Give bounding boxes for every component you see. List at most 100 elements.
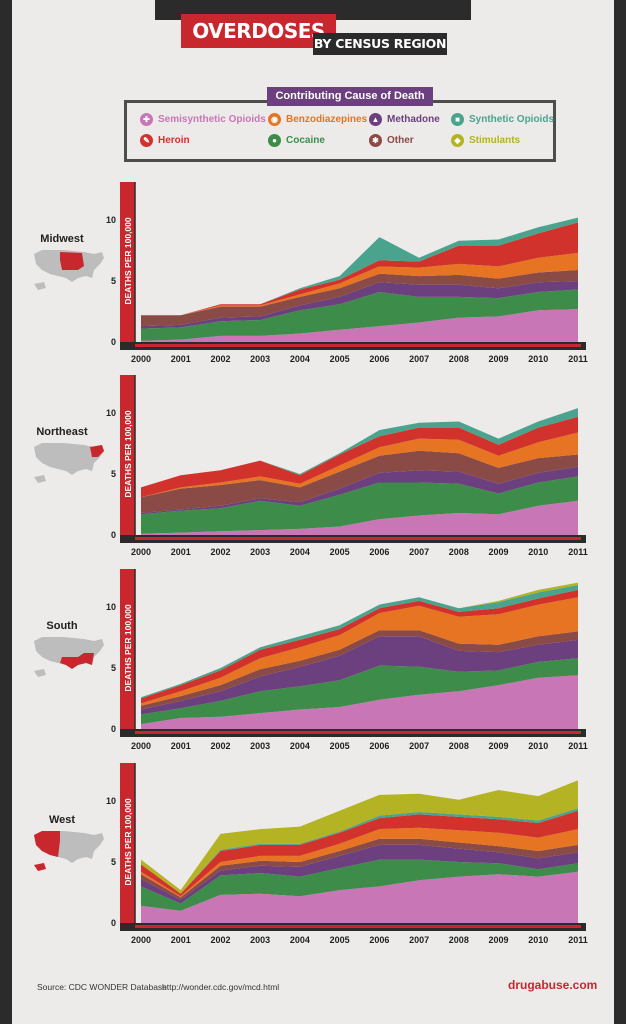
y-axis-bar bbox=[120, 763, 135, 923]
legend-label: Cocaine bbox=[286, 135, 325, 146]
y-tick-label: 10 bbox=[106, 796, 116, 806]
x-tick-label: 2000 bbox=[131, 354, 151, 364]
powder-icon: ● bbox=[268, 134, 281, 147]
x-tick-label: 2009 bbox=[489, 935, 509, 945]
x-tick-label: 2008 bbox=[449, 354, 469, 364]
y-tick-label: 0 bbox=[111, 530, 116, 540]
legend-label: Methadone bbox=[387, 114, 440, 125]
area-benzodiazepines bbox=[141, 827, 578, 898]
y-axis-bar bbox=[120, 375, 135, 535]
x-tick-label: 2008 bbox=[449, 935, 469, 945]
x-tick-label: 2001 bbox=[171, 547, 191, 557]
y-axis-bar bbox=[120, 569, 135, 729]
x-tick-label: 2000 bbox=[131, 741, 151, 751]
area-semisynthetic-opioids bbox=[141, 675, 578, 729]
legend-label: Semisynthetic Opioids bbox=[158, 114, 266, 125]
x-tick-label: 2004 bbox=[290, 935, 310, 945]
syringe-icon: ✎ bbox=[140, 134, 153, 147]
y-tick-label: 10 bbox=[106, 602, 116, 612]
capsule-icon: ◆ bbox=[451, 134, 464, 147]
source-url[interactable]: http://wonder.cdc.gov/mcd.html bbox=[162, 982, 280, 992]
bottle-icon: ▲ bbox=[369, 113, 382, 126]
x-tick-label: 2007 bbox=[409, 547, 429, 557]
area-heroin bbox=[141, 589, 578, 704]
area-cocaine bbox=[141, 658, 578, 725]
area-cocaine bbox=[141, 476, 578, 534]
left-border bbox=[0, 0, 12, 1024]
area-semisynthetic-opioids bbox=[141, 309, 578, 342]
x-tick-label: 2010 bbox=[528, 547, 548, 557]
x-tick-label: 2011 bbox=[568, 547, 588, 557]
y-axis-bar bbox=[120, 182, 135, 342]
x-tick-label: 2007 bbox=[409, 935, 429, 945]
x-tick-label: 2001 bbox=[171, 935, 191, 945]
x-axis-stripe bbox=[135, 925, 581, 928]
x-tick-label: 2010 bbox=[528, 741, 548, 751]
x-tick-label: 2010 bbox=[528, 354, 548, 364]
y-axis-label: DEATHS PER 100,000 bbox=[123, 410, 133, 498]
chart-west: DEATHS PER 100,000 0 5 10 2000 2001 2002 2003 20… bbox=[34, 763, 588, 945]
area-benzodiazepines bbox=[141, 597, 578, 706]
patch-icon: ■ bbox=[451, 113, 464, 126]
y-axis-label: DEATHS PER 100,000 bbox=[123, 604, 133, 692]
x-tick-label: 2006 bbox=[369, 354, 389, 364]
x-tick-label: 2004 bbox=[290, 547, 310, 557]
y-tick-label: 0 bbox=[111, 918, 116, 928]
x-tick-label: 2011 bbox=[568, 741, 588, 751]
legend-label: Benzodiazepines bbox=[286, 114, 368, 125]
y-tick-label: 0 bbox=[111, 724, 116, 734]
area-other bbox=[141, 270, 578, 327]
area-methadone bbox=[141, 281, 578, 329]
area-cocaine bbox=[141, 859, 578, 911]
x-tick-label: 2000 bbox=[131, 547, 151, 557]
y-axis-label: DEATHS PER 100,000 bbox=[123, 798, 133, 886]
area-semisynthetic-opioids bbox=[141, 871, 578, 923]
x-tick-label: 2008 bbox=[449, 547, 469, 557]
x-tick-label: 2001 bbox=[171, 354, 191, 364]
area-synthetic-opioids bbox=[141, 585, 578, 699]
tablet-icon: ◉ bbox=[268, 113, 281, 126]
x-tick-label: 2005 bbox=[330, 935, 350, 945]
x-tick-label: 2002 bbox=[210, 741, 230, 751]
y-tick-label: 5 bbox=[111, 276, 116, 286]
area-other bbox=[141, 630, 578, 710]
x-axis-stripe bbox=[135, 344, 581, 347]
y-tick-label: 5 bbox=[111, 857, 116, 867]
area-synthetic-opioids bbox=[141, 808, 578, 894]
y-tick-label: 5 bbox=[111, 469, 116, 479]
x-tick-label: 2004 bbox=[290, 741, 310, 751]
area-cocaine bbox=[141, 289, 578, 341]
page-subtitle: BY CENSUS REGION bbox=[313, 33, 447, 55]
y-tick-label: 10 bbox=[106, 408, 116, 418]
y-axis-label: DEATHS PER 100,000 bbox=[123, 217, 133, 305]
area-other bbox=[141, 450, 578, 513]
x-tick-label: 2000 bbox=[131, 935, 151, 945]
area-synthetic-opioids bbox=[141, 217, 578, 316]
area-other bbox=[141, 838, 578, 900]
area-methadone bbox=[141, 844, 578, 904]
x-tick-label: 2003 bbox=[250, 935, 270, 945]
legend-title: Contributing Cause of Death bbox=[267, 87, 433, 106]
chart-south: DEATHS PER 100,000 0 5 10 2000 2001 2002 2003 20… bbox=[34, 569, 588, 751]
x-tick-label: 2004 bbox=[290, 354, 310, 364]
region-name: South bbox=[46, 620, 77, 632]
brand-logo[interactable]: drugabuse.com bbox=[508, 978, 598, 992]
x-tick-label: 2006 bbox=[369, 547, 389, 557]
x-tick-label: 2003 bbox=[250, 547, 270, 557]
y-tick-label: 5 bbox=[111, 663, 116, 673]
area-semisynthetic-opioids bbox=[141, 500, 578, 535]
region-name: West bbox=[49, 814, 75, 826]
area-stimulants bbox=[141, 780, 578, 894]
pill-icon: ✚ bbox=[140, 113, 153, 126]
chart-midwest: DEATHS PER 100,000 0 5 10 2000 2001 2002 2003 20… bbox=[34, 182, 588, 364]
area-benzodiazepines bbox=[141, 432, 578, 498]
legend-label: Other bbox=[387, 135, 414, 146]
x-tick-label: 2003 bbox=[250, 741, 270, 751]
area-methadone bbox=[141, 636, 578, 715]
area-synthetic-opioids bbox=[141, 408, 578, 488]
x-tick-label: 2007 bbox=[409, 741, 429, 751]
area-heroin bbox=[141, 416, 578, 498]
x-axis-stripe bbox=[135, 731, 581, 734]
x-tick-label: 2009 bbox=[489, 354, 509, 364]
